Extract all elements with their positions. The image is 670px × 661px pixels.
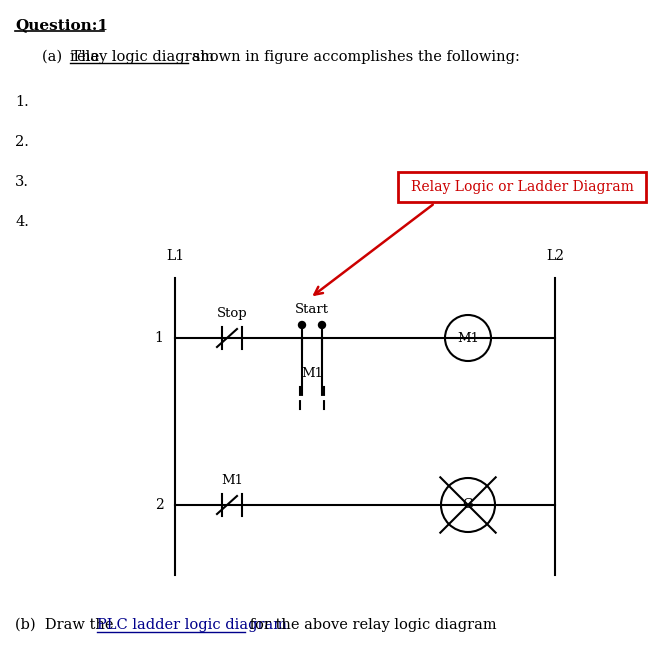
Text: (b)  Draw the: (b) Draw the xyxy=(15,618,118,632)
Text: (a)  The: (a) The xyxy=(42,50,104,64)
Text: Relay Logic or Ladder Diagram: Relay Logic or Ladder Diagram xyxy=(411,180,633,194)
Text: M1: M1 xyxy=(301,367,323,380)
Text: shown in figure accomplishes the following:: shown in figure accomplishes the followi… xyxy=(188,50,520,64)
Text: relay logic diagram: relay logic diagram xyxy=(70,50,214,64)
Text: L2: L2 xyxy=(546,249,564,263)
Text: G: G xyxy=(463,498,473,512)
Text: Question:1: Question:1 xyxy=(15,18,108,32)
Text: PLC ladder logic diagram: PLC ladder logic diagram xyxy=(97,618,287,632)
Text: 3.: 3. xyxy=(15,175,29,189)
Text: M1: M1 xyxy=(457,332,479,344)
Text: 2.: 2. xyxy=(15,135,29,149)
Text: 1: 1 xyxy=(155,331,163,345)
Text: Start: Start xyxy=(295,303,329,316)
Circle shape xyxy=(299,321,306,329)
Text: L1: L1 xyxy=(166,249,184,263)
Text: Stop: Stop xyxy=(216,307,247,320)
Text: M1: M1 xyxy=(221,474,243,487)
Text: 1.: 1. xyxy=(15,95,29,109)
Text: for the above relay logic diagram: for the above relay logic diagram xyxy=(245,618,496,632)
Text: 4.: 4. xyxy=(15,215,29,229)
Bar xyxy=(398,172,646,202)
Circle shape xyxy=(318,321,326,329)
Text: 2: 2 xyxy=(155,498,163,512)
